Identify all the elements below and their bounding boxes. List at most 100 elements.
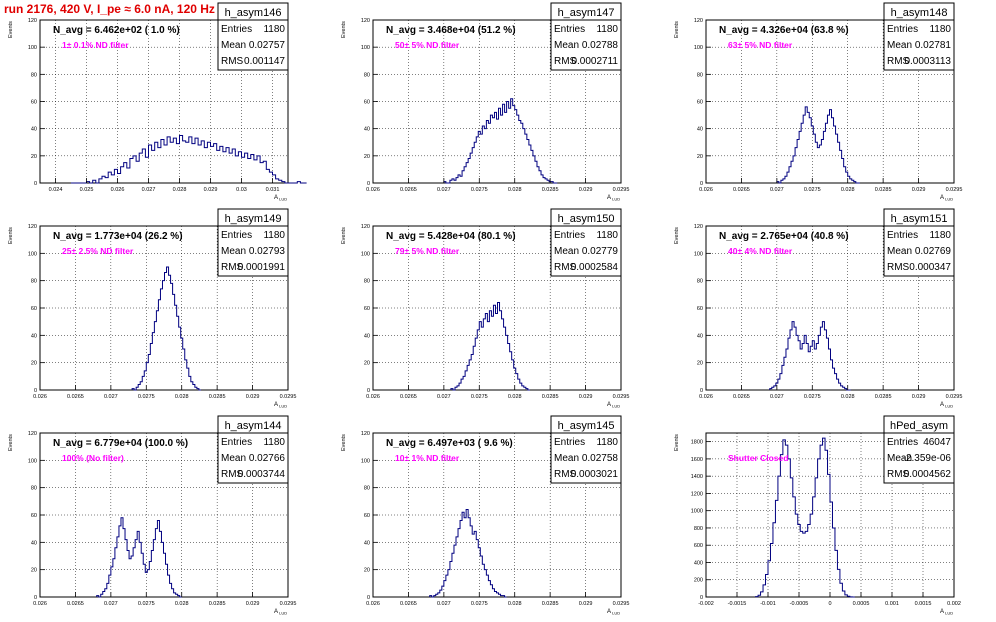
y-axis-label: Events: [8, 21, 14, 38]
x-tick-label: 0.0265: [733, 187, 750, 193]
filter-annotation: 40± 4% ND filter: [728, 246, 793, 256]
y-tick-label: 60: [364, 306, 370, 312]
histogram-series: [450, 302, 530, 391]
y-axis-label: Events: [341, 434, 347, 451]
y-tick-label: 100: [361, 251, 370, 257]
y-tick-label: 80: [31, 279, 37, 285]
y-tick-label: 100: [694, 45, 703, 51]
x-tick-label: 0.024: [49, 187, 63, 193]
y-tick-label: 80: [697, 279, 703, 285]
stats-value: 0.0003113: [904, 56, 951, 67]
stats-value: 0.02757: [249, 40, 286, 51]
x-tick-label: 0.0275: [471, 394, 488, 400]
stats-box: [883, 432, 955, 484]
stats-box: [883, 19, 955, 71]
y-tick-label: 20: [364, 154, 370, 160]
x-tick-label: 0.0275: [138, 601, 155, 607]
x-tick-label: -0.001: [760, 601, 776, 607]
y-tick-label: 80: [31, 486, 37, 492]
filter-annotation: 63± 5% ND filter: [728, 40, 793, 50]
y-tick-label: 0: [367, 181, 370, 187]
x-tick-label: 0.029: [912, 187, 926, 193]
n-avg-header: N_avg = 6.779e+04 (100.0 %): [53, 438, 188, 449]
y-tick-label: 20: [697, 361, 703, 367]
y-tick-label: 60: [697, 100, 703, 106]
stats-label: Entries: [221, 230, 252, 241]
stats-value: 0.02769: [915, 246, 952, 257]
x-tick-label: 0.0275: [138, 394, 155, 400]
x-tick-label: 0.028: [508, 601, 522, 607]
x-tick-label: 0.029: [579, 394, 593, 400]
y-tick-label: 80: [364, 486, 370, 492]
y-tick-label: 60: [697, 306, 703, 312]
filter-annotation: 25± 2.5% ND filter: [62, 246, 134, 256]
stats-box: [550, 432, 622, 484]
x-tick-label: 0.026: [366, 394, 380, 400]
stats-label: RMS: [887, 56, 910, 67]
x-tick-label: 0.0265: [67, 394, 84, 400]
x-tick-label: 0.0285: [209, 394, 226, 400]
stats-value: 0.001147: [244, 56, 285, 67]
y-tick-label: 0: [367, 388, 370, 394]
x-tick-label: 0.0295: [946, 187, 963, 193]
stats-value: 0.02793: [249, 246, 286, 257]
y-tick-label: 20: [31, 568, 37, 574]
stats-label: Mean: [221, 246, 246, 257]
histogram-series: [71, 134, 307, 184]
x-tick-label: 0.029: [246, 601, 260, 607]
x-tick-label: 0.026: [366, 601, 380, 607]
run-title: run 2176, 420 V, I_pe ≈ 6.0 nA, 120 Hz: [4, 2, 215, 16]
stats-box-title: h_asym150: [558, 213, 615, 225]
stats-value: 1180: [929, 230, 951, 241]
y-tick-label: 20: [31, 361, 37, 367]
y-tick-label: 40: [364, 127, 370, 133]
y-tick-label: 120: [361, 431, 370, 437]
stats-label: RMS: [887, 262, 910, 273]
y-tick-label: 120: [694, 224, 703, 230]
y-tick-label: 0: [700, 595, 703, 601]
x-tick-label: 0.028: [508, 187, 522, 193]
x-tick-label: 0.0275: [804, 187, 821, 193]
y-tick-label: 60: [364, 100, 370, 106]
stats-value: 1180: [929, 24, 951, 35]
histogram-panel-h_asym147: 0.026 0.0265 0.027 0.0275 0.028 0.0285 0.029 0.…: [341, 2, 629, 202]
stats-value: 1180: [263, 230, 285, 241]
x-tick-label: 0.027: [770, 187, 784, 193]
stats-value: 0.0002584: [571, 262, 619, 273]
x-tick-label: 0.025: [80, 187, 94, 193]
x-axis-label: A LUD: [940, 195, 953, 202]
y-tick-label: 40: [31, 127, 37, 133]
x-tick-label: 0.0005: [853, 601, 870, 607]
y-tick-label: 20: [31, 154, 37, 160]
x-tick-label: 0.029: [579, 187, 593, 193]
histogram-panel-h_asym145: 0.026 0.0265 0.027 0.0275 0.028 0.0285 0.029 0.…: [341, 415, 629, 616]
x-tick-label: 0.0275: [471, 187, 488, 193]
stats-box: [217, 225, 289, 277]
y-tick-label: 80: [697, 72, 703, 78]
y-tick-label: 40: [697, 333, 703, 339]
y-tick-label: 0: [34, 388, 37, 394]
y-tick-label: 60: [364, 513, 370, 519]
filter-annotation: 10± 1% ND filter: [395, 453, 460, 463]
histogram-panel-h_asym149: 0.026 0.0265 0.027 0.0275 0.028 0.0285 0.029 0.…: [8, 208, 296, 409]
x-tick-label: 0.0295: [613, 394, 630, 400]
stats-box-title: h_asym145: [558, 420, 615, 432]
stats-value: 0.0001991: [238, 262, 286, 273]
y-tick-label: 20: [697, 154, 703, 160]
x-tick-label: 0.027: [437, 394, 451, 400]
stats-box-title: h_asym146: [225, 7, 282, 19]
stats-value: 0.0004562: [904, 469, 952, 480]
x-tick-label: 0.0275: [471, 601, 488, 607]
y-tick-label: 100: [361, 458, 370, 464]
y-axis-label: Events: [674, 227, 680, 244]
stats-label: Entries: [221, 24, 252, 35]
y-tick-label: 80: [364, 279, 370, 285]
x-tick-label: 0.029: [912, 394, 926, 400]
stats-value: 0.0003744: [238, 469, 286, 480]
y-tick-label: 0: [367, 595, 370, 601]
histogram-series: [443, 98, 558, 184]
x-tick-label: 0.026: [33, 394, 47, 400]
x-tick-label: 0.0265: [67, 601, 84, 607]
x-tick-label: 0.028: [508, 394, 522, 400]
